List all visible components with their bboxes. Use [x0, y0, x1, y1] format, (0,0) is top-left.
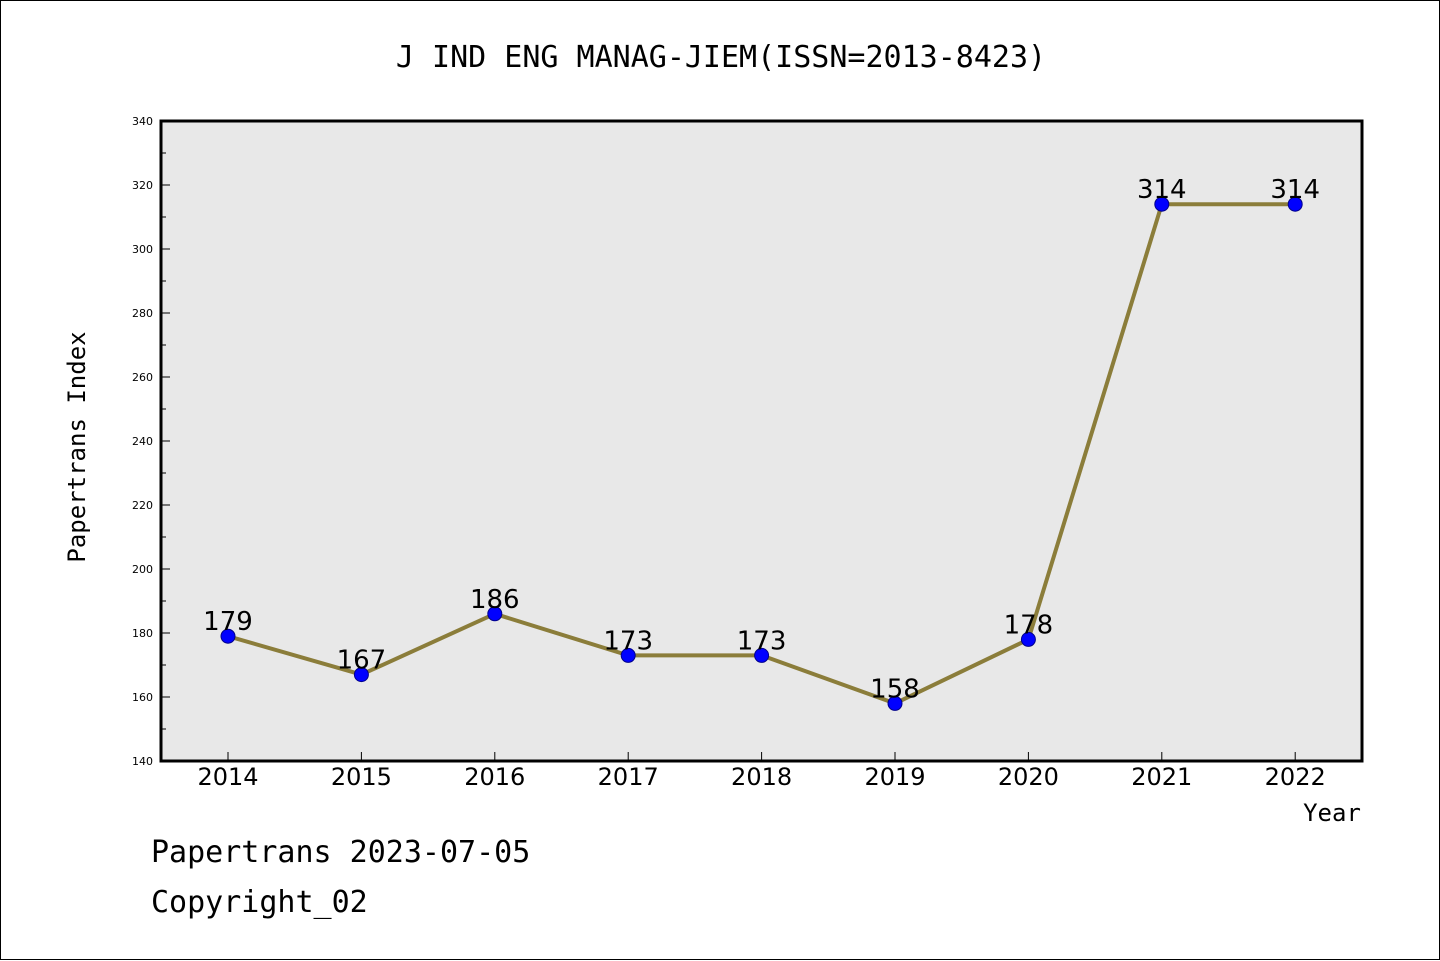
data-labels-group: 179 167 186 173 173 158 178 314 314: [203, 175, 1320, 704]
x-axis: 2014 2015 2016 2017 2018 2019 2020 2021 2022: [197, 752, 1326, 791]
y-tick-label: 280: [132, 307, 153, 320]
footer-copyright: Copyright_02: [151, 885, 368, 920]
data-label: 173: [737, 626, 787, 656]
footer-date: Papertrans 2023-07-05: [151, 835, 531, 870]
y-axis-label: Papertrans Index: [63, 331, 91, 562]
data-label: 178: [1004, 610, 1054, 640]
data-point-marker: [353, 667, 369, 683]
x-axis-label: Year: [1303, 799, 1361, 827]
data-point-marker: [487, 606, 503, 622]
y-tick-label: 180: [132, 627, 153, 640]
y-tick-label: 240: [132, 435, 153, 448]
data-label: 179: [203, 607, 253, 637]
data-point-marker: [220, 628, 236, 644]
y-tick-label: 160: [132, 691, 153, 704]
x-tick-label: 2019: [864, 763, 925, 791]
data-point-marker: [887, 695, 903, 711]
data-point-marker: [1020, 631, 1036, 647]
x-tick-label: 2015: [331, 763, 392, 791]
x-tick-label: 2016: [464, 763, 525, 791]
data-label: 158: [870, 674, 920, 704]
y-tick-label: 140: [132, 755, 153, 768]
data-label: 314: [1137, 175, 1187, 205]
data-point-marker: [620, 647, 636, 663]
y-tick-label: 260: [132, 371, 153, 384]
x-tick-label: 2018: [731, 763, 792, 791]
y-tick-label: 320: [132, 179, 153, 192]
chart-title: J IND ENG MANAG-JIEM(ISSN=2013-8423): [396, 40, 1046, 75]
y-tick-label: 220: [132, 499, 153, 512]
y-tick-label: 340: [132, 115, 153, 128]
data-label: 173: [603, 626, 653, 656]
data-point-marker: [1287, 196, 1303, 212]
y-axis: 140 160 180 200 220 240 260 280 300 320 340: [132, 115, 170, 768]
x-tick-label: 2020: [998, 763, 1059, 791]
data-label: 167: [337, 646, 387, 676]
markers-group: [220, 196, 1303, 711]
x-tick-label: 2021: [1131, 763, 1192, 791]
data-point-marker: [754, 647, 770, 663]
x-tick-label: 2017: [598, 763, 659, 791]
x-tick-label: 2022: [1265, 763, 1326, 791]
y-tick-label: 200: [132, 563, 153, 576]
x-tick-label: 2014: [197, 763, 258, 791]
data-label: 186: [470, 585, 520, 615]
data-label: 314: [1270, 175, 1320, 205]
data-point-marker: [1154, 196, 1170, 212]
y-tick-label: 300: [132, 243, 153, 256]
